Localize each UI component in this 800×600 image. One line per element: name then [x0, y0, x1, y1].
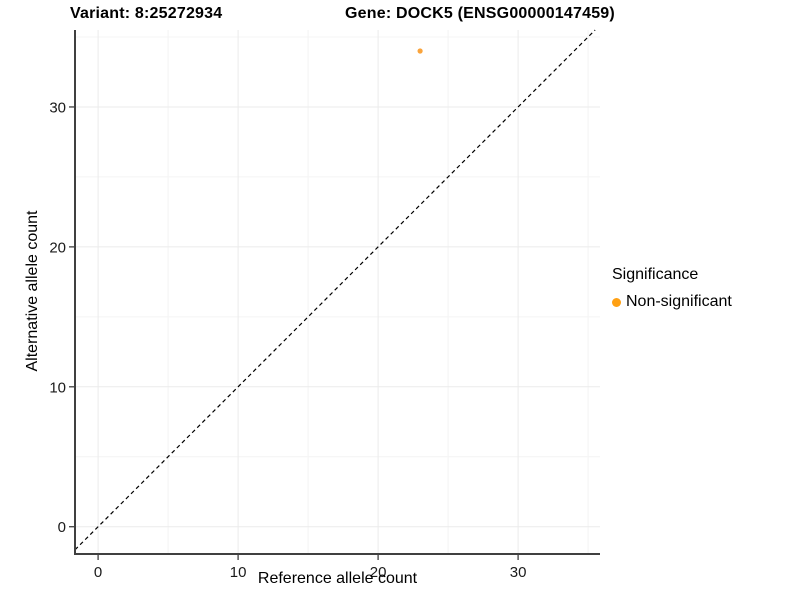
legend: Significance Non-significant	[612, 266, 732, 311]
y-tick-label: 30	[49, 99, 66, 116]
y-tick-label: 20	[49, 239, 66, 256]
x-tick-label: 30	[510, 564, 527, 581]
y-tick-label: 10	[49, 379, 66, 396]
data-point	[417, 48, 423, 54]
x-tick-label: 10	[230, 564, 247, 581]
y-tick-label: 0	[58, 519, 66, 536]
legend-item-non-significant: Non-significant	[612, 293, 732, 311]
gene-title: Gene: DOCK5 (ENSG00000147459)	[345, 5, 615, 22]
x-axis-title: Reference allele count	[257, 570, 418, 587]
x-tick-label: 20	[370, 564, 387, 581]
legend-title: Significance	[612, 266, 699, 283]
y-axis-title: Alternative allele count	[24, 210, 41, 372]
variant-title: Variant: 8:25272934	[70, 5, 223, 22]
legend-point-icon	[612, 297, 621, 307]
identity-dashed-line	[74, 29, 596, 551]
legend-item-label: Non-significant	[626, 293, 732, 310]
x-tick-label: 0	[94, 564, 102, 581]
